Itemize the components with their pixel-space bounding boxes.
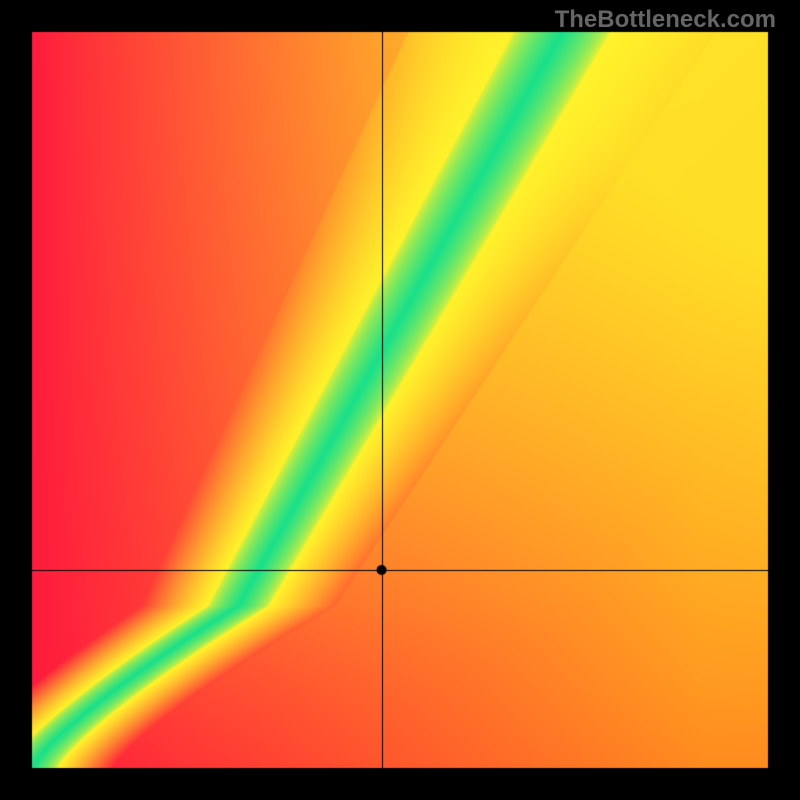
watermark-text: TheBottleneck.com xyxy=(555,6,776,34)
heatmap-canvas xyxy=(0,0,800,800)
chart-container: TheBottleneck.com xyxy=(0,0,800,800)
